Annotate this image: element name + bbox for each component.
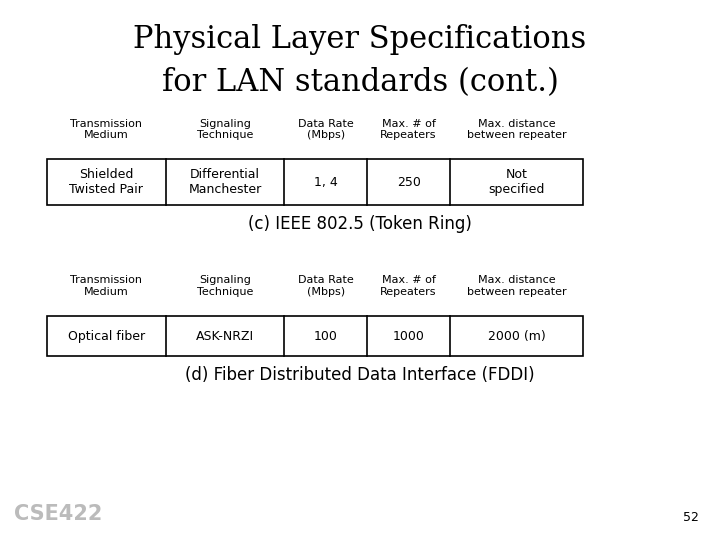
Text: Signaling
Technique: Signaling Technique	[197, 275, 253, 297]
Text: (c) IEEE 802.5 (Token Ring): (c) IEEE 802.5 (Token Ring)	[248, 215, 472, 233]
Text: 100: 100	[314, 329, 338, 343]
Text: Max. distance
between repeater: Max. distance between repeater	[467, 275, 567, 297]
Text: CSE422: CSE422	[14, 504, 103, 524]
Text: Max. # of
Repeaters: Max. # of Repeaters	[380, 119, 437, 140]
Text: 2000 (m): 2000 (m)	[487, 329, 546, 343]
Text: Physical Layer Specifications: Physical Layer Specifications	[133, 24, 587, 55]
Text: Optical fiber: Optical fiber	[68, 329, 145, 343]
Text: Max. distance
between repeater: Max. distance between repeater	[467, 119, 567, 140]
Text: 250: 250	[397, 176, 420, 189]
Text: Data Rate
(Mbps): Data Rate (Mbps)	[298, 119, 354, 140]
Text: Differential
Manchester: Differential Manchester	[189, 168, 261, 196]
Text: Signaling
Technique: Signaling Technique	[197, 119, 253, 140]
Text: 52: 52	[683, 511, 698, 524]
Text: for LAN standards (cont.): for LAN standards (cont.)	[161, 68, 559, 98]
Text: ASK-NRZI: ASK-NRZI	[196, 329, 254, 343]
Text: 1000: 1000	[392, 329, 425, 343]
Text: Max. # of
Repeaters: Max. # of Repeaters	[380, 275, 437, 297]
Text: 1, 4: 1, 4	[314, 176, 338, 189]
Bar	[47, 159, 583, 205]
Text: Not
specified: Not specified	[488, 168, 545, 196]
Text: Shielded
Twisted Pair: Shielded Twisted Pair	[69, 168, 143, 196]
Text: (d) Fiber Distributed Data Interface (FDDI): (d) Fiber Distributed Data Interface (FD…	[185, 366, 535, 384]
Text: Transmission
Medium: Transmission Medium	[71, 119, 143, 140]
Bar	[47, 316, 583, 356]
Text: Transmission
Medium: Transmission Medium	[71, 275, 143, 297]
Text: Data Rate
(Mbps): Data Rate (Mbps)	[298, 275, 354, 297]
